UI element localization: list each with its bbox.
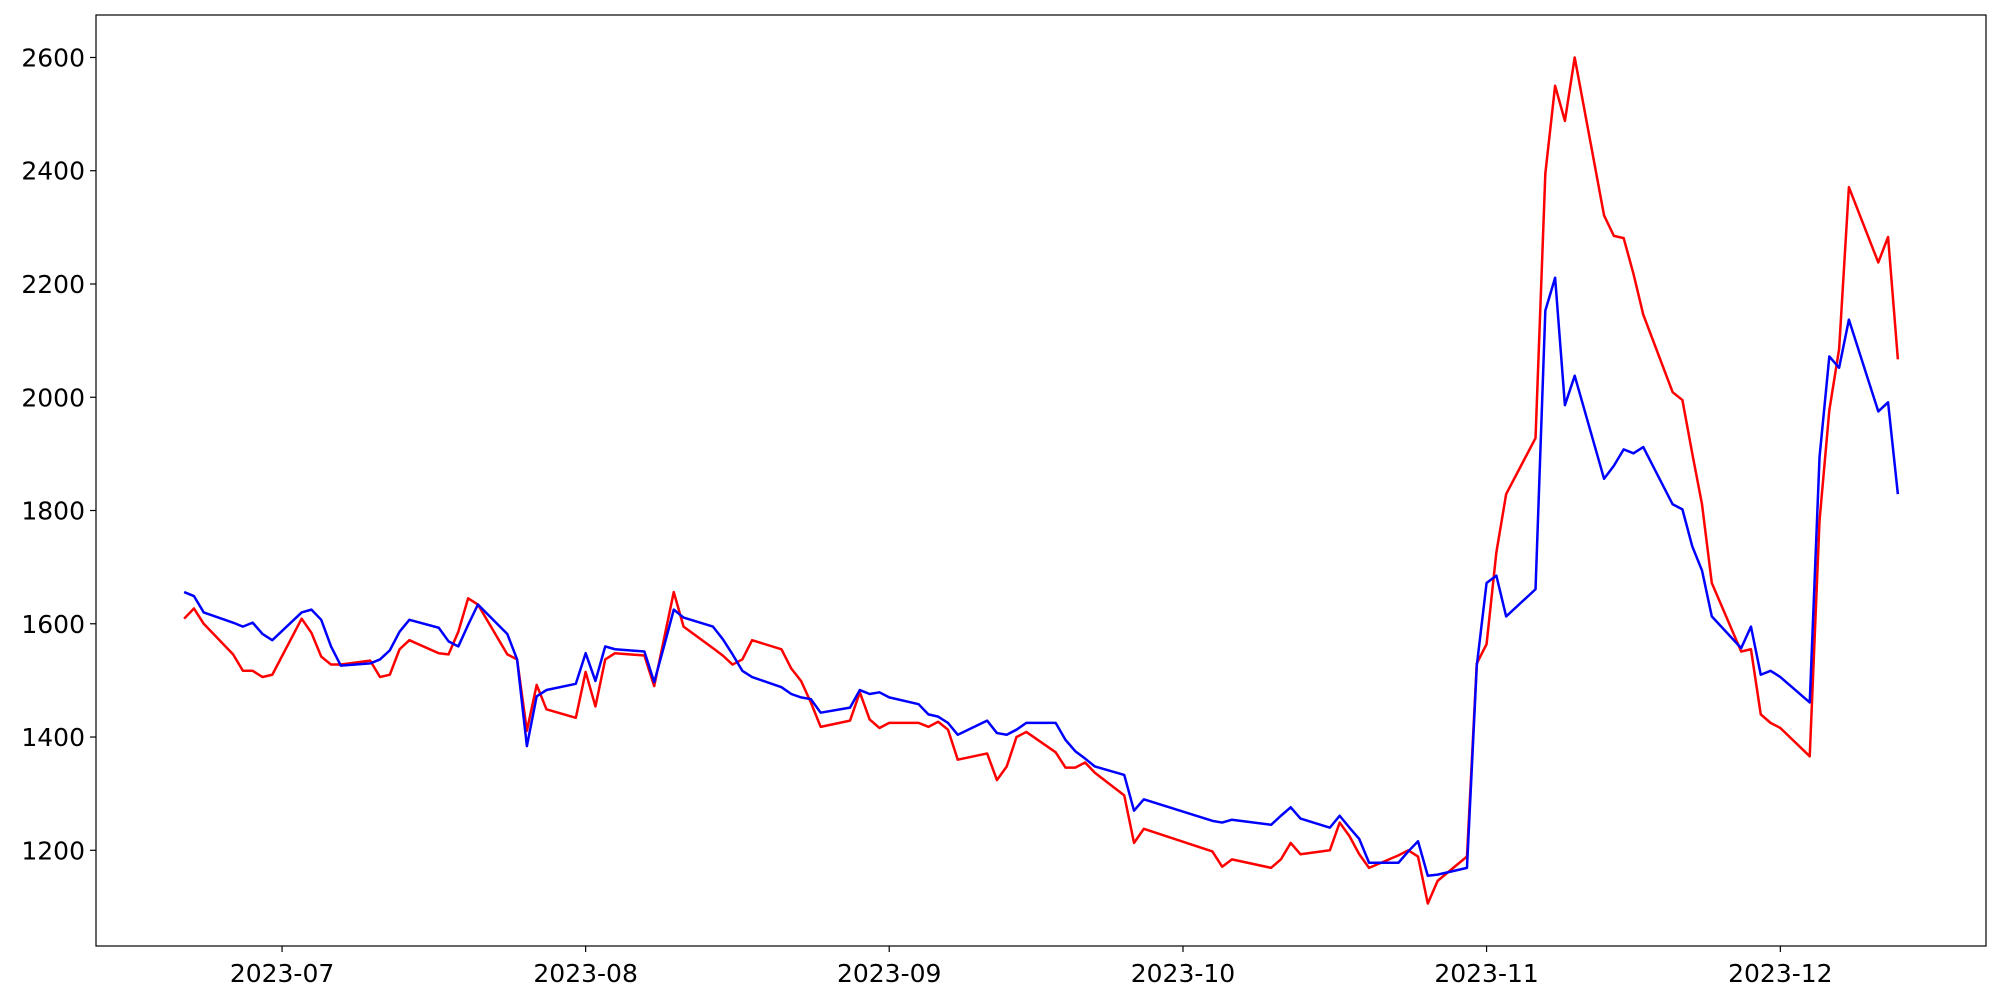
- x-tick-label: 2023-07: [230, 959, 334, 988]
- x-tick-label: 2023-09: [837, 959, 941, 988]
- y-tick-label: 2000: [21, 383, 85, 412]
- line-series: [183, 56, 1900, 905]
- x-tick-label: 2023-12: [1728, 959, 1832, 988]
- x-tick-label: 2023-08: [533, 959, 637, 988]
- y-tick-label: 1800: [21, 497, 85, 526]
- y-tick-label: 2200: [21, 270, 85, 299]
- y-tick-label: 2400: [21, 157, 85, 186]
- y-tick-label: 1400: [21, 723, 85, 752]
- axes-frame: [95, 14, 1987, 947]
- y-tick-label: 1200: [21, 836, 85, 865]
- y-tick-label: 1600: [21, 610, 85, 639]
- x-tick-label: 2023-11: [1434, 959, 1538, 988]
- x-tick-label: 2023-10: [1131, 959, 1235, 988]
- y-tick-label: 2600: [21, 43, 85, 72]
- line-series: [183, 276, 1900, 878]
